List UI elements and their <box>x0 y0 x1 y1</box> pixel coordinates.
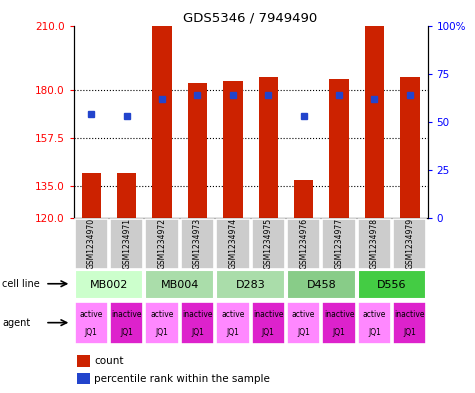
Bar <box>181 219 214 269</box>
Text: GSM1234972: GSM1234972 <box>158 218 167 269</box>
Bar <box>188 83 207 218</box>
Bar <box>75 219 108 269</box>
Bar <box>216 302 249 344</box>
Bar <box>323 219 356 269</box>
Text: percentile rank within the sample: percentile rank within the sample <box>94 374 270 384</box>
Bar <box>77 355 90 367</box>
Bar <box>287 219 320 269</box>
Bar <box>77 373 90 384</box>
Bar <box>75 270 143 299</box>
Bar <box>258 77 278 218</box>
Bar <box>287 302 320 344</box>
Text: GSM1234971: GSM1234971 <box>122 218 131 269</box>
Bar <box>82 173 101 218</box>
Bar <box>110 219 143 269</box>
Text: inactive: inactive <box>112 310 142 319</box>
Bar <box>117 173 136 218</box>
Text: active: active <box>292 310 315 319</box>
Bar <box>358 219 391 269</box>
Text: GSM1234975: GSM1234975 <box>264 218 273 269</box>
Text: GSM1234978: GSM1234978 <box>370 218 379 269</box>
Text: JQ1: JQ1 <box>120 329 133 338</box>
Text: inactive: inactive <box>395 310 425 319</box>
Text: count: count <box>94 356 124 366</box>
Bar <box>216 219 249 269</box>
Text: GSM1234979: GSM1234979 <box>405 218 414 269</box>
Bar <box>145 219 179 269</box>
Text: GSM1234974: GSM1234974 <box>228 218 238 269</box>
Text: MB002: MB002 <box>90 279 128 290</box>
Bar <box>223 81 243 218</box>
Text: D283: D283 <box>236 279 266 290</box>
Bar <box>400 77 419 218</box>
Bar <box>216 270 285 299</box>
Text: D458: D458 <box>306 279 336 290</box>
Bar <box>294 180 314 218</box>
Bar <box>145 270 214 299</box>
Bar <box>252 219 285 269</box>
Text: D556: D556 <box>377 279 407 290</box>
Text: GSM1234973: GSM1234973 <box>193 218 202 269</box>
Text: JQ1: JQ1 <box>262 329 275 338</box>
Text: inactive: inactive <box>324 310 354 319</box>
Bar <box>75 302 108 344</box>
Text: JQ1: JQ1 <box>368 329 381 338</box>
Bar <box>110 302 143 344</box>
Bar <box>145 302 179 344</box>
Text: JQ1: JQ1 <box>156 329 169 338</box>
Bar <box>152 26 172 218</box>
Text: JQ1: JQ1 <box>85 329 98 338</box>
Text: JQ1: JQ1 <box>297 329 310 338</box>
Title: GDS5346 / 7949490: GDS5346 / 7949490 <box>183 11 318 24</box>
Bar <box>323 302 356 344</box>
Text: MB004: MB004 <box>161 279 199 290</box>
Bar <box>329 79 349 218</box>
Text: cell line: cell line <box>2 279 40 289</box>
Bar <box>393 219 427 269</box>
Text: active: active <box>221 310 245 319</box>
Text: GSM1234976: GSM1234976 <box>299 218 308 269</box>
Text: JQ1: JQ1 <box>227 329 239 338</box>
Bar <box>181 302 214 344</box>
Text: JQ1: JQ1 <box>332 329 345 338</box>
Text: JQ1: JQ1 <box>191 329 204 338</box>
Bar <box>365 26 384 218</box>
Text: active: active <box>151 310 174 319</box>
Text: active: active <box>80 310 103 319</box>
Bar <box>287 270 356 299</box>
Text: JQ1: JQ1 <box>403 329 416 338</box>
Text: agent: agent <box>2 318 30 328</box>
Text: GSM1234977: GSM1234977 <box>334 218 343 269</box>
Bar <box>393 302 427 344</box>
Bar <box>358 302 391 344</box>
Text: active: active <box>363 310 386 319</box>
Bar <box>252 302 285 344</box>
Text: inactive: inactive <box>182 310 213 319</box>
Bar <box>358 270 427 299</box>
Text: GSM1234970: GSM1234970 <box>87 218 96 269</box>
Text: inactive: inactive <box>253 310 284 319</box>
